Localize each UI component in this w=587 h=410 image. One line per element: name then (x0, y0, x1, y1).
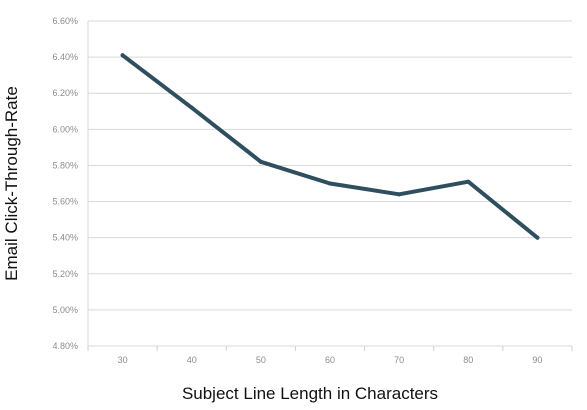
y-axis-title: Email Click-Through-Rate (2, 86, 21, 281)
x-tick-label: 90 (532, 355, 542, 365)
y-tick-label: 6.40% (52, 52, 78, 62)
data-point (466, 179, 471, 184)
x-axis-title: Subject Line Length in Characters (182, 384, 438, 403)
data-point (189, 105, 194, 110)
y-tick-label: 5.40% (52, 233, 78, 243)
data-point (397, 192, 402, 197)
data-point (535, 235, 540, 240)
y-tick-label: 4.80% (52, 341, 78, 351)
data-point (328, 181, 332, 186)
series-line (120, 53, 540, 240)
y-tick-label: 5.60% (52, 197, 78, 207)
y-tick-label: 6.60% (52, 16, 78, 26)
x-tick-label: 30 (118, 355, 128, 365)
y-tick-label: 5.20% (52, 269, 78, 279)
x-tick-label: 40 (187, 355, 197, 365)
x-tick-label: 70 (394, 355, 404, 365)
x-tick-label: 50 (256, 355, 266, 365)
y-tick-label: 5.80% (52, 160, 78, 170)
series-layer (120, 53, 540, 240)
data-point (120, 53, 125, 58)
data-point (258, 159, 263, 164)
axes (87, 21, 573, 351)
y-tick-label: 6.00% (52, 124, 78, 134)
x-tick-label: 80 (463, 355, 473, 365)
x-tick-label: 60 (325, 355, 335, 365)
y-tick-label: 6.20% (52, 88, 78, 98)
gridlines (88, 20, 572, 347)
y-tick-label: 5.00% (52, 305, 78, 315)
x-axis-ticks: 30 40 50 60 70 80 90 (118, 355, 543, 365)
y-axis-ticks: 4.80% 5.00% 5.20% 5.40% 5.60% 5.80% 6.00% 6.20%… (52, 16, 78, 351)
